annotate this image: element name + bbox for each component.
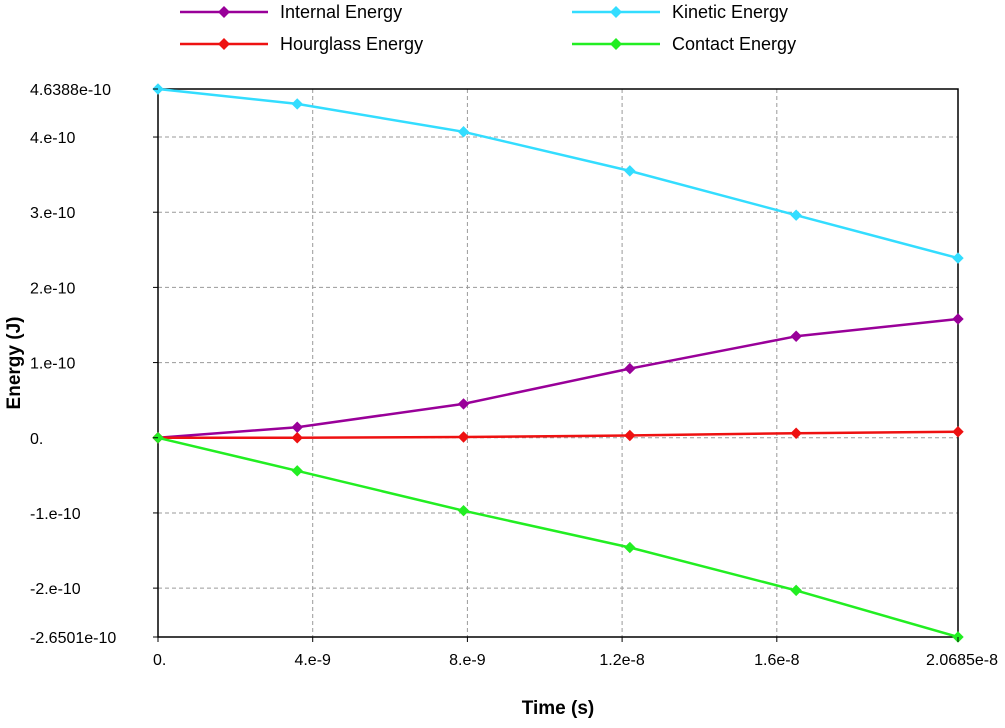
legend-swatch-marker [218,38,230,50]
legend-item-kinetic-energy: Kinetic Energy [572,2,788,22]
y-tick-label: 2.e-10 [30,280,75,297]
x-tick-label: 1.6e-8 [754,652,799,669]
internal-energy-series [152,313,964,444]
hourglass-energy-point [624,429,636,442]
legend-label: Contact Energy [672,34,796,54]
series-layer [152,83,964,643]
hourglass-energy-point [790,427,802,439]
legend-swatch-marker [610,38,622,50]
grid [158,89,958,637]
y-tick-label: -2.e-10 [30,581,81,598]
legend-swatch-marker [610,6,622,18]
x-tick-label: 0. [153,652,166,669]
kinetic-energy-point [457,126,470,138]
hourglass-energy-series [152,426,964,444]
hourglass-energy-point [291,432,303,444]
y-tick-label: 3.e-10 [30,205,75,222]
internal-energy-point [952,313,964,325]
legend-item-hourglass-energy: Hourglass Energy [180,34,423,54]
hourglass-energy-point [952,426,964,438]
kinetic-energy-point [790,209,802,221]
contact-energy-series [152,432,964,643]
y-tick-label: -2.6501e-10 [30,630,116,647]
contact-energy-point [790,584,802,597]
internal-energy-point [291,421,303,433]
y-tick-label: 0. [30,431,43,448]
y-axis-ticks: 4.6388e-10 4.e-10 3.e-10 2.e-10 1.e-10 0. -1.e… [30,82,158,647]
x-tick-label: 8.e-9 [449,652,486,669]
legend-label: Internal Energy [280,2,402,22]
hourglass-energy-line [158,430,959,440]
x-tick-label: 4.e-9 [294,652,331,669]
hourglass-energy-point [457,431,470,443]
contact-energy-point [624,541,636,554]
legend-item-internal-energy: Internal Energy [180,2,402,22]
legend-item-contact-energy: Contact Energy [572,34,796,54]
legend-label: Hourglass Energy [280,34,423,54]
legend: Internal Energy Kinetic Energy Hourglass E… [180,2,796,54]
x-tick-label: 2.0685e-8 [926,652,998,669]
y-tick-label: -1.e-10 [30,506,81,523]
kinetic-energy-line [157,87,959,260]
kinetic-energy-point [952,252,964,264]
x-axis-title: Time (s) [522,698,595,719]
y-tick-label: 4.e-10 [30,130,75,147]
internal-energy-point [790,330,802,342]
y-tick-label: 4.6388e-10 [30,82,111,99]
contact-energy-point [457,504,470,517]
y-axis-title: Energy (J) [4,317,25,410]
internal-energy-point [624,362,636,375]
contact-energy-point [291,465,303,477]
kinetic-energy-series [152,83,964,264]
legend-swatch-marker [218,6,230,18]
internal-energy-point [457,398,470,410]
kinetic-energy-point [291,98,303,110]
kinetic-energy-point [624,165,636,177]
legend-label: Kinetic Energy [672,2,788,22]
internal-energy-line [157,317,959,440]
contact-energy-line [157,436,959,639]
x-axis-ticks: 0. 4.e-9 8.e-9 1.2e-8 1.6e-8 2.0685e-8 [153,637,998,669]
y-tick-label: 1.e-10 [30,356,75,373]
x-tick-label: 1.2e-8 [599,652,644,669]
